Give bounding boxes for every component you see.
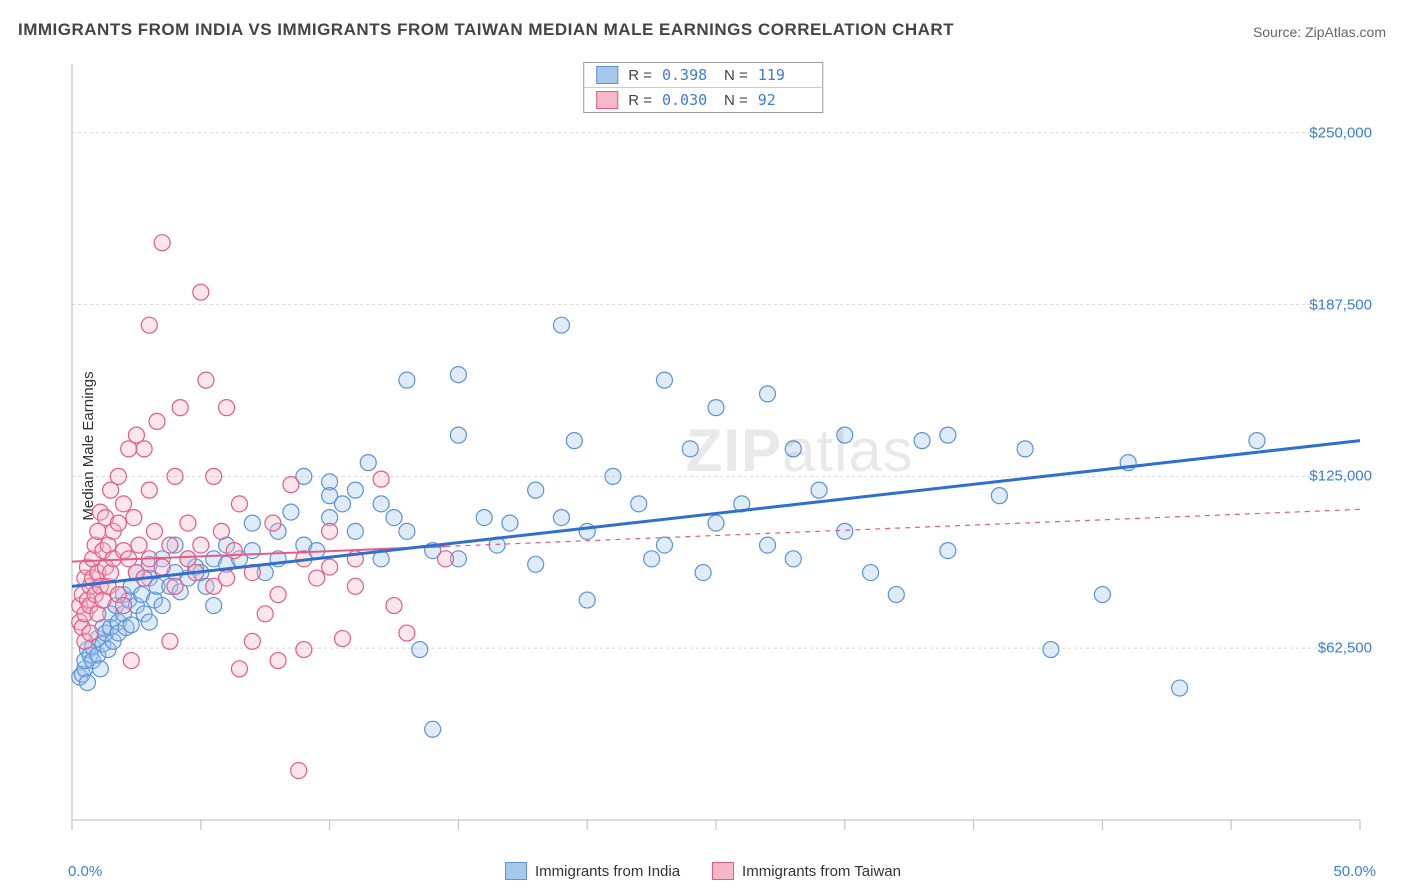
legend-label-india: Immigrants from India (535, 863, 680, 880)
n-value-india: 119 (758, 66, 810, 84)
n-value-taiwan: 92 (758, 91, 810, 109)
x-min-label: 0.0% (68, 863, 102, 880)
r-label: R = (628, 92, 652, 109)
swatch-taiwan (596, 91, 618, 109)
swatch-taiwan (712, 862, 734, 880)
y-tick-label: $250,000 (1309, 124, 1372, 141)
stats-row-india: R = 0.398 N = 119 (584, 63, 822, 87)
swatch-india (596, 66, 618, 84)
r-value-taiwan: 0.030 (662, 91, 714, 109)
chart-area: ZIPatlas (60, 60, 1381, 847)
legend-item-taiwan: Immigrants from Taiwan (712, 862, 901, 880)
chart-title: IMMIGRANTS FROM INDIA VS IMMIGRANTS FROM… (18, 20, 954, 40)
stats-legend: R = 0.398 N = 119 R = 0.030 N = 92 (583, 62, 823, 113)
stats-row-taiwan: R = 0.030 N = 92 (584, 87, 822, 112)
source-citation: Source: ZipAtlas.com (1253, 24, 1386, 40)
swatch-india (505, 862, 527, 880)
x-max-label: 50.0% (1333, 863, 1376, 880)
series-legend: Immigrants from India Immigrants from Ta… (505, 862, 901, 880)
legend-label-taiwan: Immigrants from Taiwan (742, 863, 901, 880)
y-tick-label: $62,500 (1318, 640, 1372, 657)
scatter-plot-svg (60, 60, 1381, 847)
n-label: N = (724, 67, 748, 84)
y-tick-label: $125,000 (1309, 468, 1372, 485)
n-label: N = (724, 92, 748, 109)
r-label: R = (628, 67, 652, 84)
r-value-india: 0.398 (662, 66, 714, 84)
legend-item-india: Immigrants from India (505, 862, 680, 880)
y-tick-label: $187,500 (1309, 296, 1372, 313)
